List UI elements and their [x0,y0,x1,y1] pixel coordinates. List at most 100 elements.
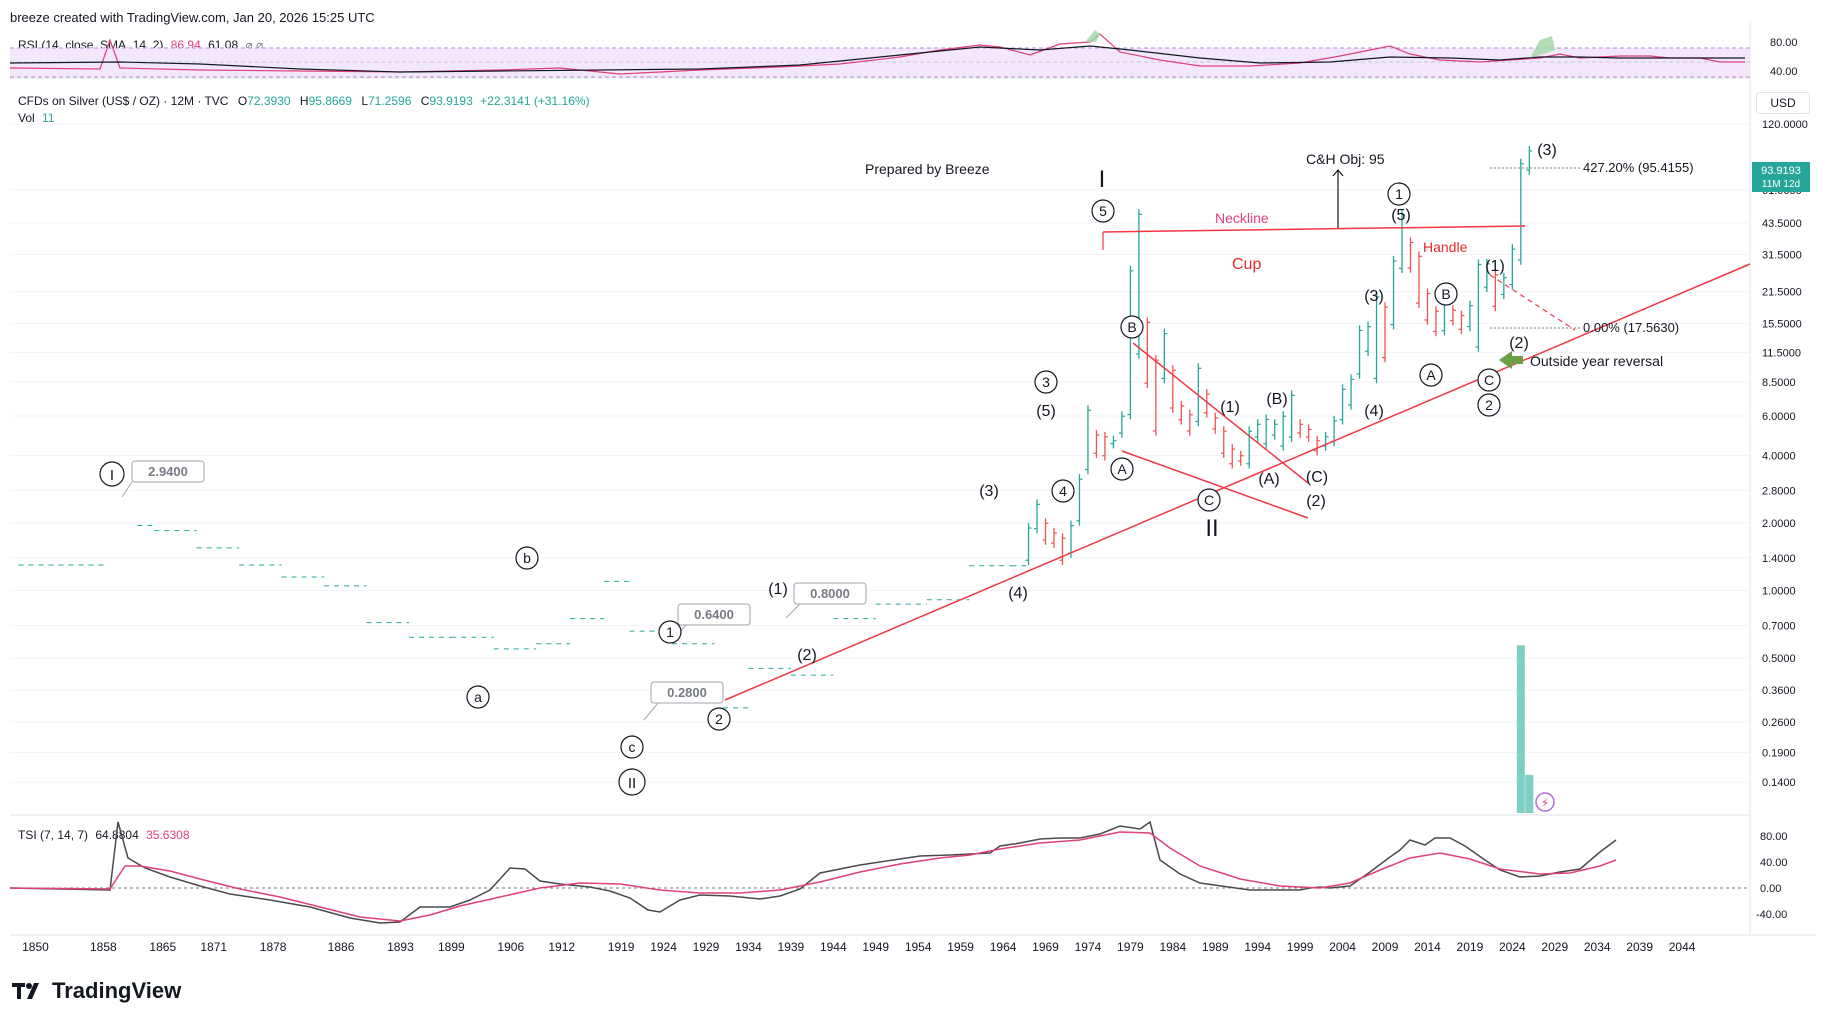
time-tick: 1912 [548,940,575,954]
alert-bolt-icon[interactable]: ⚡ [1535,792,1555,812]
time-tick: 2029 [1541,940,1568,954]
paren-wave-label[interactable]: (3) [1364,288,1384,305]
paren-wave-label[interactable]: (3) [979,483,999,500]
circled-wave-label[interactable]: 1 [658,620,682,644]
wave-I-circled[interactable]: I [99,461,125,487]
prepared-by-label[interactable]: Prepared by Breeze [865,161,990,177]
paren-wave-label[interactable]: (2) [1306,493,1326,510]
time-tick: 1919 [608,940,635,954]
paren-wave-label[interactable]: (2) [1509,335,1529,352]
circled-wave-label[interactable]: A [1110,457,1134,481]
price-tick: 8.5000 [1762,377,1796,389]
trendline-support[interactable] [724,263,1751,701]
last-price-value: 93.9193 [1761,165,1801,177]
circled-wave-label[interactable]: 5 [1091,199,1115,223]
paren-wave-label[interactable]: (1) [1485,258,1505,275]
circled-wave-label[interactable]: B [1434,282,1458,306]
price-bars [1025,145,1533,566]
wedge-upper-line[interactable] [1132,342,1309,484]
neckline-label[interactable]: Neckline [1215,210,1269,226]
time-tick: 1969 [1032,940,1059,954]
neckline-line[interactable] [1102,225,1526,233]
circled-wave-text: C [1484,372,1494,388]
circled-wave-text: C [1204,492,1214,508]
rsi-sma-line [9,45,1745,73]
price-box-0280[interactable]: 0.2800 [643,681,724,721]
rsi-hide-icon[interactable]: ⌀ ⌀ [245,38,264,52]
paren-wave-label[interactable]: (5) [1036,403,1056,420]
price-tick: 0.1400 [1762,777,1796,789]
outside-year-label[interactable]: Outside year reversal [1530,353,1663,369]
time-tick: 2039 [1626,940,1653,954]
price-box-2940[interactable]: 2.9400 [121,460,205,498]
price-tick: 21.5000 [1762,287,1802,299]
cup-label[interactable]: Cup [1232,256,1261,273]
circled-wave-label[interactable]: a [466,685,490,709]
circled-wave-text: a [474,689,482,705]
time-tick: 1886 [328,940,355,954]
time-tick: 1979 [1117,940,1144,954]
tsi-legend[interactable]: TSI (7, 14, 7) 64.8804 35.6308 [18,828,190,842]
circled-wave-label[interactable]: b [515,546,539,570]
paren-wave-label[interactable]: (A) [1258,471,1279,488]
paren-wave-label[interactable]: (4) [1364,403,1384,420]
last-price-badge[interactable]: 93.9193 11M 12d [1752,162,1810,192]
wave-II-circled[interactable]: II [618,768,646,796]
volume-bar [1525,774,1534,813]
price-tick: 6.0000 [1762,411,1796,423]
paren-wave-label[interactable]: (B) [1266,391,1287,408]
price-tick: 1.4000 [1762,553,1796,565]
symbol-legend[interactable]: CFDs on Silver (US$ / OZ) · 12M · TVC O7… [18,94,590,108]
circled-wave-label[interactable]: B [1120,315,1144,339]
paren-wave-label[interactable]: (5) [1391,207,1411,224]
change-value: +22.3141 (+31.16%) [480,94,590,108]
wedge-lower-line[interactable] [1121,450,1309,519]
rsi-line [9,33,1745,75]
chart-header: breeze created with TradingView.com, Jan… [10,10,375,25]
circled-wave-label[interactable]: 2 [707,707,731,731]
ch-objective-label[interactable]: C&H Obj: 95 [1306,151,1385,167]
price-tick: 1.0000 [1762,586,1796,598]
paren-wave-label[interactable]: (1) [768,581,788,598]
paren-wave-label[interactable]: (4) [1008,585,1028,602]
price-box-0800-text: 0.8000 [810,586,850,601]
price-box-0800[interactable]: 0.8000 [785,582,867,619]
time-tick: 1906 [497,940,524,954]
circled-wave-label[interactable]: 2 [1477,393,1501,417]
wave-I-major[interactable]: I [1099,166,1106,193]
circled-wave-label[interactable]: 1 [1387,182,1411,206]
time-tick: 1878 [260,940,287,954]
circled-wave-label[interactable]: C [1197,488,1221,512]
tradingview-logo[interactable]: TradingView [12,978,181,1004]
circled-wave-label[interactable]: A [1419,363,1443,387]
fib-427-label[interactable]: 427.20% (95.4155) [1583,160,1694,175]
ch-objective-arrow-head [1332,169,1344,177]
currency-button[interactable]: USD [1756,92,1810,114]
outside-year-arrow-icon [1499,351,1523,369]
time-tick: 2004 [1329,940,1356,954]
paren-wave-label[interactable]: (1) [1220,399,1240,416]
price-axis[interactable]: 120.0000 61.0000 43.5000 31.5000 21.5000 15.5… [1762,119,1808,789]
price-box-0640[interactable]: 0.6400 [670,603,751,643]
circled-wave-label[interactable]: C [1477,368,1501,392]
high-value: 95.8669 [308,94,352,108]
circled-wave-label[interactable]: c [620,735,644,759]
rsi-legend[interactable]: RSI (14, close, SMA, 14, 2) 86.94 61.08 … [18,38,263,52]
time-tick: 1999 [1287,940,1314,954]
wave-I-circled-text: I [110,467,114,484]
wave-II-major[interactable]: II [1205,515,1218,542]
time-axis[interactable]: 1850 1858 1865 1871 1878 1886 1893 1899 1906 1912… [22,940,1696,954]
paren-wave-label[interactable]: (2) [797,647,817,664]
circled-wave-label[interactable]: 3 [1034,370,1058,394]
handle-dashed-line[interactable] [1489,274,1576,331]
circled-wave-label[interactable]: 4 [1051,479,1075,503]
paren-wave-label[interactable]: (C) [1306,469,1328,486]
fib-0-label[interactable]: 0.00% (17.5630) [1583,320,1679,335]
volume-bar [1516,645,1525,813]
volume-legend[interactable]: Vol 11 [18,111,55,125]
handle-label[interactable]: Handle [1423,239,1468,255]
tradingview-logo-text: TradingView [52,978,182,1003]
tsi-tick-neg40: -40.00 [1756,909,1787,921]
paren-wave-label[interactable]: (3) [1537,142,1557,159]
